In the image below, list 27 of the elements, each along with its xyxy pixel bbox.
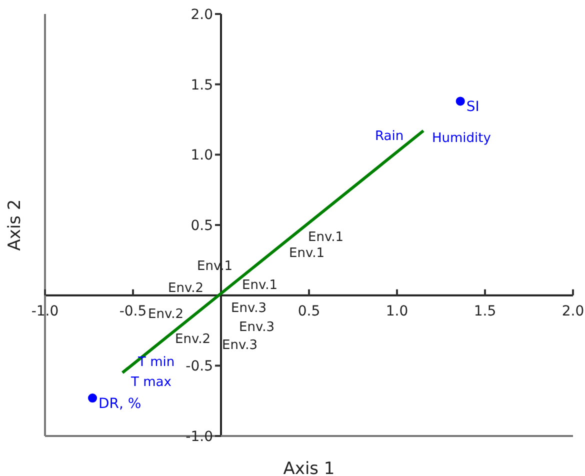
y-tick-label: -0.5 — [186, 358, 213, 375]
x-tick-label: -0.5 — [119, 303, 147, 320]
y-axis-title: Axis 2 — [5, 199, 26, 251]
annotation: Humidity — [432, 131, 492, 146]
annotation: Env.2 — [148, 307, 184, 322]
annotation: Rain — [375, 129, 404, 144]
annotation: Env.2 — [168, 281, 204, 296]
annotation: Env.1 — [308, 230, 344, 245]
annotation: Env.1 — [242, 278, 278, 293]
y-tick-label: 0.5 — [190, 218, 213, 234]
annotation: Env.1 — [289, 246, 325, 261]
annotation: T max — [130, 375, 172, 390]
x-tick-label: 0.5 — [298, 303, 320, 320]
x-tick-label: 2.0 — [562, 303, 584, 320]
y-tick-label: 2.0 — [190, 7, 213, 23]
annotation: Env.3 — [239, 320, 275, 335]
y-tick-label: 1.5 — [190, 77, 213, 94]
annotation: Env.2 — [175, 332, 211, 347]
annotation: Env.3 — [222, 338, 258, 353]
series-label: DR, % — [98, 396, 142, 412]
x-tick-label: 1.5 — [474, 303, 496, 320]
x-tick-label: 1.0 — [386, 303, 408, 320]
annotation: T min — [137, 355, 175, 370]
annotation: Env.3 — [231, 301, 267, 316]
x-axis-title: Axis 1 — [283, 459, 335, 476]
y-tick-label: 1.0 — [190, 148, 213, 164]
series-label: SI — [466, 99, 480, 116]
